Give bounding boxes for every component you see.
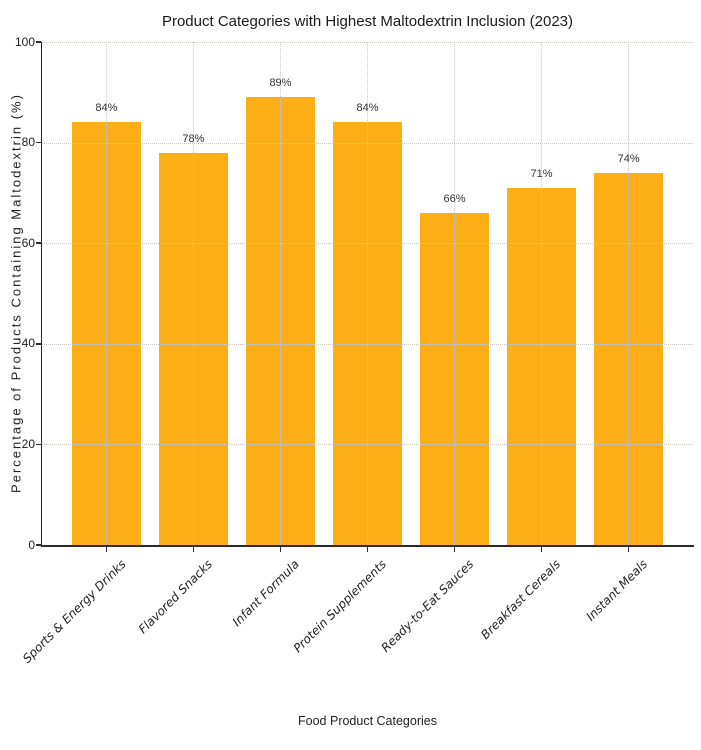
x-tick-mark (540, 547, 543, 552)
x-category-label: Instant Meals (583, 557, 651, 624)
y-tick-mark (36, 443, 41, 446)
x-category-label: Ready-to-Eat Sauces (378, 557, 477, 655)
x-category-label: Protein Supplements (290, 557, 390, 656)
y-tick-mark (36, 242, 41, 244)
y-tick-mark (36, 343, 41, 345)
x-axis-spine (40, 545, 694, 547)
bar (158, 152, 229, 545)
x-category-label: Infant Formula (230, 557, 303, 630)
bar-value-label: 71% (530, 167, 553, 180)
bar (506, 187, 577, 545)
y-tick-label: 60 (21, 235, 35, 250)
y-gridline (42, 42, 693, 43)
plot-area: 84% 78% 89% 84% 66% 71% 74% (42, 42, 693, 545)
x-tick-mark (105, 547, 108, 552)
bar (71, 122, 142, 545)
bar (593, 172, 664, 545)
bar (419, 213, 490, 545)
y-axis-label: Percentage of Products Containing Maltod… (8, 93, 24, 493)
bar (332, 122, 403, 545)
y-tick-mark (36, 141, 41, 144)
y-tick-label: 0 (28, 537, 35, 552)
chart-title: Product Categories with Highest Maltodex… (161, 13, 574, 30)
y-tick-label: 100 (14, 34, 35, 49)
x-tick-mark (453, 547, 456, 552)
x-tick-mark (366, 547, 369, 552)
bar (245, 97, 316, 545)
y-tick-label: 20 (21, 436, 35, 451)
x-axis-label: Food Product Categories (298, 714, 437, 728)
bar-value-label: 89% (269, 77, 292, 90)
x-tick-mark (279, 547, 282, 552)
bar-value-label: 78% (182, 132, 205, 145)
y-tick-label: 40 (21, 336, 35, 351)
bar-value-label: 74% (617, 152, 640, 165)
y-axis-spine (40, 42, 42, 547)
y-tick-mark (36, 41, 41, 43)
bar-value-label: 84% (95, 102, 118, 115)
bar-value-label: 84% (356, 102, 379, 115)
x-tick-mark (627, 547, 630, 552)
bar-value-label: 66% (443, 193, 466, 206)
x-category-label: Breakfast Cereals (478, 557, 564, 643)
y-tick-mark (36, 544, 41, 546)
y-tick-label: 80 (21, 135, 35, 150)
x-tick-mark (192, 547, 195, 552)
x-category-label: Sports & Energy Drinks (19, 557, 129, 666)
x-category-label: Flavored Snacks (136, 557, 216, 637)
